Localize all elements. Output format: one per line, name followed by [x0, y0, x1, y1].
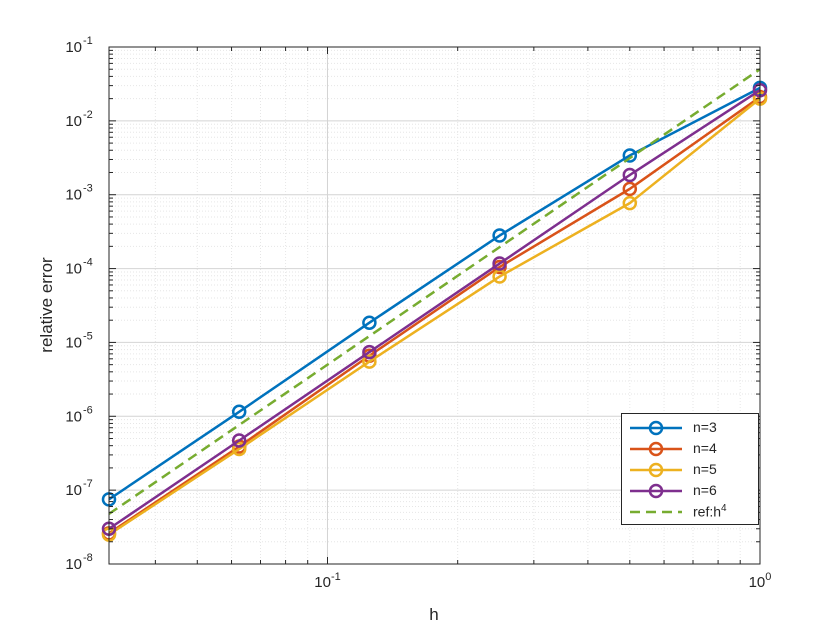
data-point: [492, 256, 507, 271]
data-point: [231, 404, 247, 420]
legend-label: n=3: [693, 419, 717, 435]
data-point: [231, 441, 247, 457]
legend-label: n=6: [693, 482, 717, 498]
legend-swatch-marker: [648, 441, 664, 457]
series-line: [108, 89, 761, 530]
legend-swatch-marker: [648, 462, 664, 478]
data-point: [622, 148, 638, 163]
legend-entry: n=3: [622, 417, 758, 438]
y-tick-label: 10: [65, 334, 82, 351]
y-tick-exponent: -2: [83, 109, 93, 121]
data-point: [622, 167, 638, 183]
y-tick-exponent: -5: [83, 330, 93, 342]
legend-swatch-marker: [648, 420, 664, 436]
minor-grid: [109, 47, 760, 564]
legend-label-exponent: 4: [721, 503, 727, 514]
y-tick-exponent: -3: [83, 183, 93, 195]
legend-label-text: n=6: [693, 482, 717, 498]
x-tick-label: 10-1: [314, 571, 340, 591]
plot-frame: [108, 46, 761, 565]
data-point: [231, 433, 247, 448]
y-tick-exponent: -1: [83, 35, 93, 47]
legend-swatch: [630, 462, 682, 478]
data-point: [622, 195, 638, 211]
legend-label-text: ref:h: [693, 503, 722, 520]
y-tick-label: 10: [65, 113, 82, 130]
legend-label-text: n=3: [693, 419, 717, 435]
legend-swatch: [630, 420, 682, 436]
legend-entry: n=6: [622, 480, 758, 501]
data-point: [492, 228, 507, 243]
legend: n=3 n=4 n=5 n=6 ref:h4: [621, 413, 759, 525]
data-point: [362, 354, 377, 369]
data-point: [362, 315, 377, 330]
y-tick-label: 10: [65, 482, 82, 499]
legend-swatch: [630, 441, 682, 457]
y-tick-label: 10: [65, 261, 82, 278]
data-point: [362, 344, 377, 360]
y-tick-exponent: -8: [83, 552, 93, 564]
y-tick-label: 10: [65, 39, 82, 56]
y-tick-label: 10: [65, 556, 82, 573]
legend-label: ref:h4: [693, 503, 727, 520]
y-tick-exponent: -6: [83, 404, 93, 416]
y-tick-label: 10: [65, 408, 82, 425]
series-line: [108, 96, 761, 535]
x-tick-label: 100: [749, 571, 772, 591]
y-tick-exponent: -7: [83, 478, 93, 490]
legend-label-text: n=5: [693, 461, 717, 477]
legend-label: n=4: [693, 440, 717, 456]
y-tick-label: 10: [65, 187, 82, 204]
y-tick-exponent: -4: [83, 257, 93, 269]
legend-label: n=5: [693, 461, 717, 477]
legend-entry: ref:h4: [622, 501, 758, 522]
series-line: [108, 68, 761, 515]
legend-swatch: [630, 483, 682, 499]
series-line: [108, 97, 761, 536]
y-axis-label: relative error: [37, 257, 56, 353]
data-point: [622, 181, 638, 197]
x-axis-label: h: [429, 605, 438, 624]
legend-label-text: n=4: [693, 440, 717, 456]
legend-entry: n=5: [622, 459, 758, 480]
legend-swatch-marker: [648, 483, 664, 499]
legend-entry: n=4: [622, 438, 758, 459]
legend-swatch: [630, 510, 682, 514]
